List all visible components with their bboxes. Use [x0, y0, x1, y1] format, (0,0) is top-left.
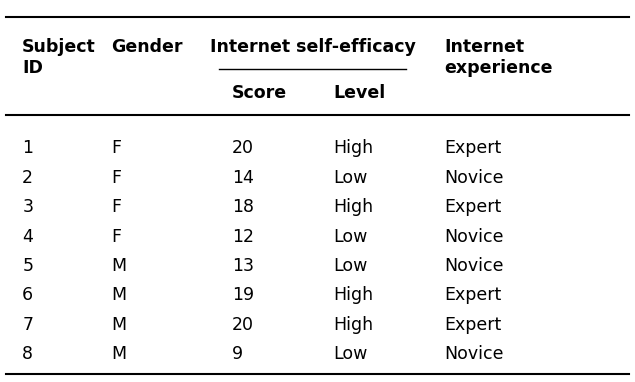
Text: 6: 6	[22, 286, 34, 304]
Text: 18: 18	[232, 198, 254, 216]
Text: 2: 2	[22, 169, 33, 187]
Text: Novice: Novice	[444, 228, 504, 246]
Text: Score: Score	[232, 84, 287, 102]
Text: High: High	[333, 316, 373, 334]
Text: F: F	[111, 228, 121, 246]
Text: Internet self-efficacy: Internet self-efficacy	[210, 38, 416, 56]
Text: Expert: Expert	[444, 316, 502, 334]
Text: M: M	[111, 257, 126, 275]
Text: 14: 14	[232, 169, 253, 187]
Text: 3: 3	[22, 198, 33, 216]
Text: 20: 20	[232, 139, 254, 157]
Text: High: High	[333, 286, 373, 304]
Text: Expert: Expert	[444, 286, 502, 304]
Text: 13: 13	[232, 257, 254, 275]
Text: F: F	[111, 139, 121, 157]
Text: High: High	[333, 139, 373, 157]
Text: Expert: Expert	[444, 198, 502, 216]
Text: 12: 12	[232, 228, 254, 246]
Text: Expert: Expert	[444, 139, 502, 157]
Text: 1: 1	[22, 139, 33, 157]
Text: Gender: Gender	[111, 38, 183, 56]
Text: 7: 7	[22, 316, 33, 334]
Text: Low: Low	[333, 257, 368, 275]
Text: F: F	[111, 198, 121, 216]
Text: 19: 19	[232, 286, 254, 304]
Text: M: M	[111, 286, 126, 304]
Text: Novice: Novice	[444, 345, 504, 363]
Text: 4: 4	[22, 228, 33, 246]
Text: 20: 20	[232, 316, 254, 334]
Text: Internet
experience: Internet experience	[444, 38, 553, 77]
Text: M: M	[111, 316, 126, 334]
Text: High: High	[333, 198, 373, 216]
Text: M: M	[111, 345, 126, 363]
Text: 5: 5	[22, 257, 33, 275]
Text: Low: Low	[333, 169, 368, 187]
Text: 8: 8	[22, 345, 33, 363]
Text: Subject
ID: Subject ID	[22, 38, 96, 77]
Text: Level: Level	[333, 84, 385, 102]
Text: 9: 9	[232, 345, 243, 363]
Text: Low: Low	[333, 345, 368, 363]
Text: F: F	[111, 169, 121, 187]
Text: Novice: Novice	[444, 257, 504, 275]
Text: Novice: Novice	[444, 169, 504, 187]
Text: Low: Low	[333, 228, 368, 246]
